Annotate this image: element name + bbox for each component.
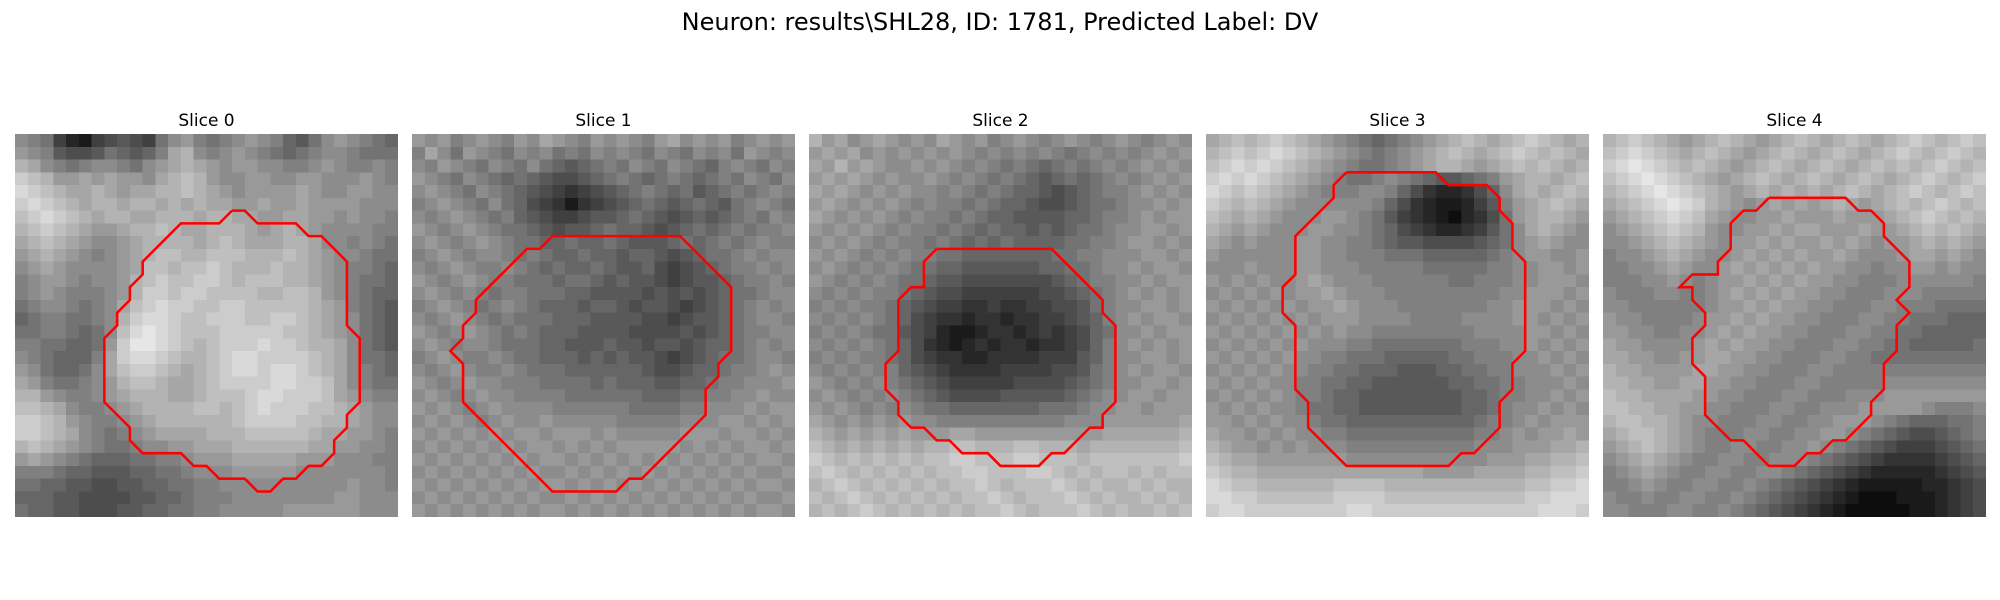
roi-contour-overlay — [1676, 196, 1912, 468]
roi-contour-overlay — [448, 234, 733, 493]
slice-panel-3: Slice 3 — [1206, 110, 1589, 517]
slice-panel-2: Slice 2 — [809, 110, 1192, 517]
slice-panel-0: Slice 0 — [15, 110, 398, 517]
slice-image — [412, 134, 795, 517]
slice-title: Slice 0 — [178, 111, 235, 131]
roi-contour — [884, 247, 1117, 468]
intensity-grid — [809, 134, 1192, 517]
roi-contour — [103, 209, 361, 493]
slice-image — [1603, 134, 1986, 517]
roi-contour — [1281, 171, 1527, 468]
slice-panel-1: Slice 1 — [412, 110, 795, 517]
slice-title: Slice 4 — [1766, 111, 1823, 131]
roi-contour-overlay — [1281, 171, 1527, 468]
slice-image — [1206, 134, 1589, 517]
roi-contour — [1676, 196, 1912, 468]
slice-image — [15, 134, 398, 517]
slice-title: Slice 3 — [1369, 111, 1426, 131]
slice-title: Slice 1 — [575, 111, 632, 131]
figure-title: Neuron: results\SHL28, ID: 1781, Predict… — [681, 8, 1319, 36]
slice-image — [809, 134, 1192, 517]
roi-contour — [448, 234, 733, 493]
slice-title: Slice 2 — [972, 111, 1029, 131]
roi-contour-overlay — [884, 247, 1117, 468]
slice-panel-4: Slice 4 — [1603, 110, 1986, 517]
roi-contour-overlay — [103, 209, 361, 493]
